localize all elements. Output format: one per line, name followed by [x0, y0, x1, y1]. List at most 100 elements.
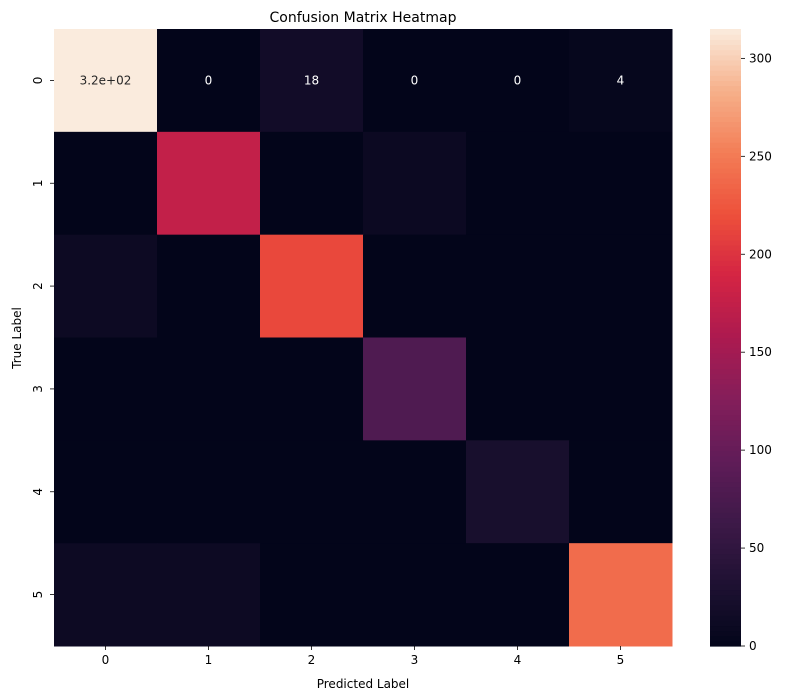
colorbar-segment — [710, 224, 741, 231]
heatmap-cell-r1-c0 — [54, 131, 158, 236]
y-axis-label: True Label — [10, 307, 24, 370]
colorbar-segment — [710, 568, 741, 575]
colorbar-segment — [710, 491, 741, 498]
colorbar-segment — [710, 106, 741, 112]
colorbar-segment — [710, 44, 741, 51]
colorbar-segment — [710, 615, 741, 621]
colorbar-segment — [710, 332, 741, 339]
heatmap-cell-r2-c3 — [363, 234, 467, 338]
colorbar-segment — [710, 517, 741, 524]
colorbar-segment — [710, 291, 741, 297]
heatmap-cell-r4-c1 — [157, 440, 261, 544]
colorbar-segment — [710, 70, 741, 76]
heatmap-cell-r1-c5 — [569, 131, 673, 236]
y-tick-label: 3 — [31, 385, 45, 393]
x-axis-ticks: 0 1 2 3 4 5 — [102, 646, 624, 667]
colorbar-segment — [710, 244, 741, 251]
heatmap-cell-r5-c4 — [466, 543, 570, 647]
heatmap-cell-r0-c2 — [260, 29, 364, 133]
colorbar-tick-label: 50 — [749, 541, 764, 555]
heatmap-cell-r3-c4 — [466, 337, 570, 441]
colorbar-segment — [710, 306, 741, 313]
colorbar-segment — [710, 121, 741, 128]
colorbar-segment — [710, 337, 741, 344]
colorbar-segment — [710, 255, 741, 261]
heatmap-cell-r2-c5 — [569, 234, 673, 338]
colorbar-segment — [710, 275, 741, 282]
colorbar-segment — [710, 162, 741, 169]
colorbar-segment — [710, 625, 741, 632]
heatmap-cell-r1-c2 — [260, 131, 364, 236]
colorbar-segment — [710, 250, 741, 256]
colorbar-tick-label: 100 — [749, 443, 772, 457]
colorbar-segment — [710, 640, 741, 647]
x-tick-label: 4 — [514, 653, 522, 667]
colorbar-segment — [710, 445, 741, 452]
colorbar-segment — [710, 208, 741, 215]
heatmap-cell-r5-c1 — [157, 543, 261, 647]
colorbar-segment — [710, 522, 741, 529]
colorbar-segment — [710, 327, 741, 333]
colorbar-segment — [710, 322, 741, 328]
colorbar: 0 50 100 150 200 250 300 — [710, 29, 772, 653]
cell-annotation: 0 — [411, 73, 419, 87]
colorbar-segment — [710, 450, 741, 457]
colorbar-segment — [710, 126, 741, 133]
colorbar-segment — [710, 424, 741, 431]
colorbar-segment — [710, 579, 741, 585]
colorbar-segment — [710, 90, 741, 97]
heatmap-cells — [54, 29, 673, 647]
colorbar-segment — [710, 471, 741, 477]
heatmap-cell-r2-c0 — [54, 234, 158, 338]
heatmap-cell-r1-c4 — [466, 131, 570, 236]
colorbar-segment — [710, 404, 741, 411]
colorbar-segment — [710, 527, 741, 534]
y-tick-label: 2 — [31, 282, 45, 290]
heatmap-cell-r0-c5 — [569, 29, 673, 133]
colorbar-segment — [710, 34, 741, 40]
heatmap-cell-r2-c4 — [466, 234, 570, 338]
colorbar-segment — [710, 363, 741, 369]
colorbar-segment — [710, 214, 741, 220]
colorbar-segment — [710, 358, 741, 364]
colorbar-segment — [710, 193, 741, 200]
colorbar-tick-label: 200 — [749, 247, 772, 261]
colorbar-segment — [710, 29, 741, 35]
colorbar-segment — [710, 414, 741, 421]
colorbar-segment — [710, 203, 741, 210]
x-tick-label: 0 — [102, 653, 110, 667]
heatmap-cell-r0-c4 — [466, 29, 570, 133]
colorbar-tick-label: 300 — [749, 51, 772, 65]
heatmap-cell-r0-c1 — [157, 29, 261, 133]
colorbar-segment — [710, 198, 741, 205]
colorbar-segment — [710, 548, 741, 555]
colorbar-segment — [710, 347, 741, 354]
colorbar-segment — [710, 574, 741, 580]
colorbar-segment — [710, 419, 741, 426]
heatmap-cell-r1-c1 — [157, 131, 261, 236]
heatmap-cell-r0-c0 — [54, 29, 158, 133]
heatmap-cell-r3-c5 — [569, 337, 673, 441]
colorbar-segment — [710, 599, 741, 606]
colorbar-segment — [710, 440, 741, 447]
heatmap-cell-r1-c3 — [363, 131, 467, 236]
colorbar-segment — [710, 54, 741, 61]
colorbar-segment — [710, 512, 741, 519]
heatmap-cell-r2-c1 — [157, 234, 261, 338]
colorbar-segment — [710, 584, 741, 591]
colorbar-segment — [710, 502, 741, 508]
colorbar-segment — [710, 532, 741, 539]
colorbar-segment — [710, 594, 741, 601]
colorbar-segment — [710, 167, 741, 174]
colorbar-segment — [710, 481, 741, 488]
colorbar-tick-label: 150 — [749, 345, 772, 359]
heatmap-cell-r4-c0 — [54, 440, 158, 544]
colorbar-segment — [710, 100, 741, 107]
colorbar-segment — [710, 399, 741, 405]
heatmap-cell-r4-c2 — [260, 440, 364, 544]
cell-annotation: 0 — [205, 73, 213, 87]
colorbar-segment — [710, 157, 741, 164]
colorbar-segment — [710, 378, 741, 385]
cell-annotation: 3.2e+02 — [80, 73, 132, 87]
y-axis-ticks: 0 1 2 3 4 5 — [31, 77, 54, 598]
